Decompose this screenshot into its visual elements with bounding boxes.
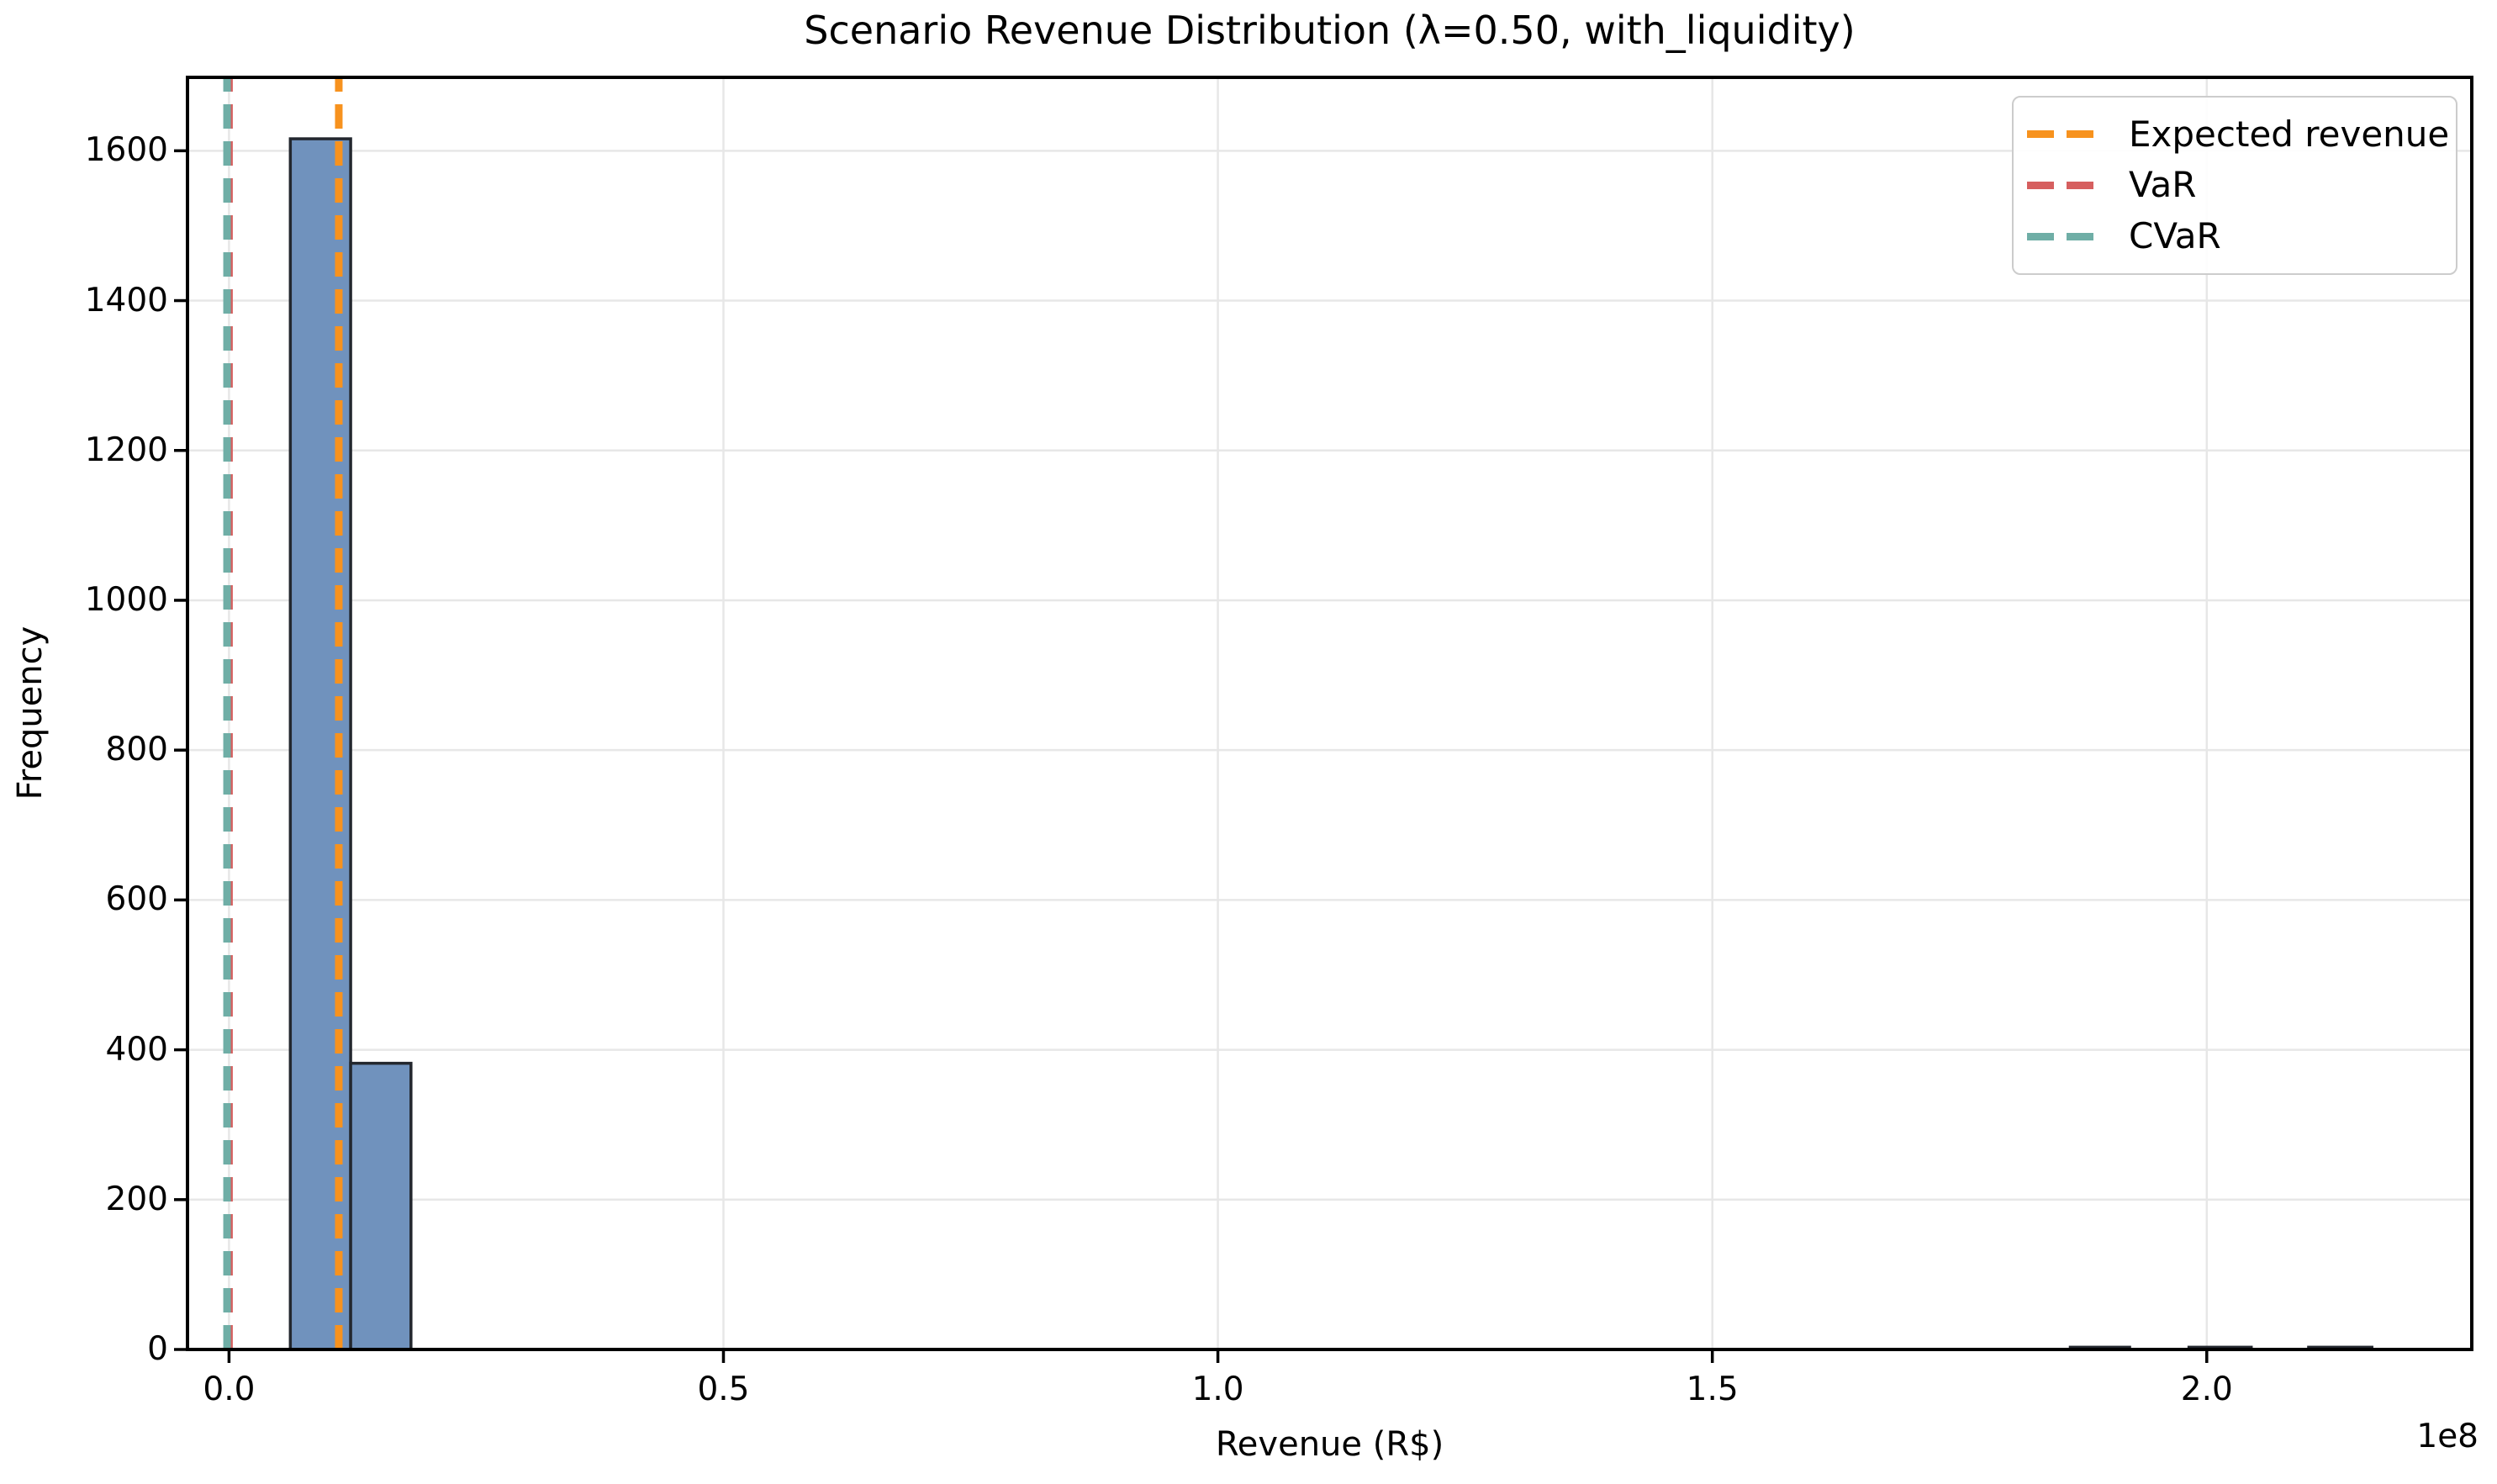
legend-entry-var: VaR: [2027, 166, 2447, 204]
legend-label-cvar: CVaR: [2129, 215, 2221, 257]
legend-dash-swatch-var: [2027, 182, 2093, 189]
legend: Expected revenue VaR CVaR: [2012, 96, 2457, 275]
y-axis-tick-label: 800: [105, 731, 168, 769]
y-axis-tick-label: 200: [105, 1180, 168, 1218]
legend-dash-swatch-cvar: [2027, 232, 2093, 240]
x-axis-tick-label: 1.0: [1191, 1370, 1244, 1408]
legend-entry-cvar: CVaR: [2027, 217, 2447, 256]
y-axis-tick-label: 0: [147, 1330, 168, 1368]
legend-label-expected-revenue: Expected revenue: [2129, 113, 2450, 155]
y-axis-tick-label: 1400: [84, 281, 168, 320]
legend-entry-expected-revenue: Expected revenue: [2027, 113, 2450, 155]
y-axis-tick-label: 1600: [84, 131, 168, 170]
y-axis-tick-label: 600: [105, 880, 168, 919]
plot-spines: [186, 76, 2473, 1351]
x-axis-tick-label: 1.5: [1686, 1370, 1739, 1408]
chart-title: Scenario Revenue Distribution (λ=0.50, w…: [804, 8, 1856, 53]
x-axis-tick-label: 0.5: [697, 1370, 750, 1408]
y-axis-tick-label: 1000: [84, 580, 168, 619]
x-axis-tick-label: 2.0: [2180, 1370, 2233, 1408]
legend-label-var: VaR: [2129, 164, 2197, 206]
x-axis-offset-label: 1e8: [2416, 1418, 2479, 1455]
legend-dash-swatch-expected-revenue: [2027, 130, 2093, 139]
y-axis-tick-label: 1200: [84, 430, 168, 469]
histogram-bar: [349, 1061, 413, 1351]
y-axis-tick-label: 400: [105, 1030, 168, 1069]
y-axis-label: Frequency: [11, 626, 50, 800]
x-axis-label: Revenue (R$): [1215, 1425, 1444, 1464]
x-axis-tick-label: 0.0: [203, 1370, 256, 1408]
